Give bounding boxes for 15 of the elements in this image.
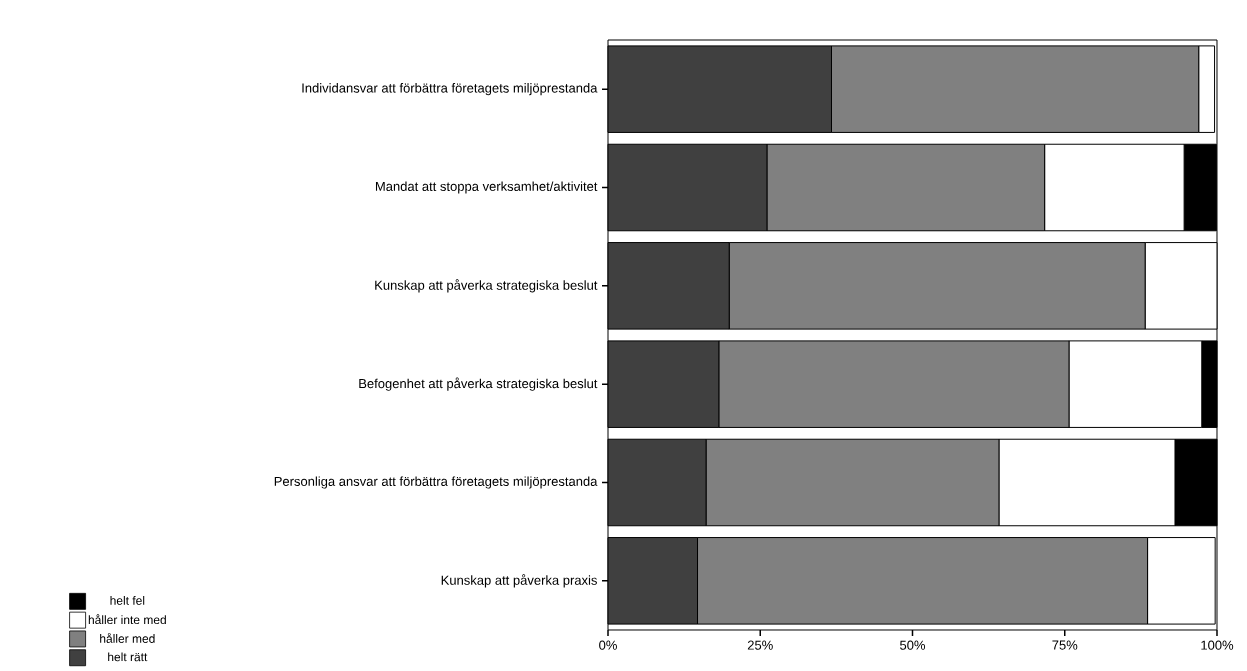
x-tick-label: 25% <box>747 640 773 650</box>
x-tick-label: 100% <box>1201 640 1234 650</box>
legend-label: helt fel <box>110 596 145 605</box>
legend-label: håller med <box>100 633 155 643</box>
legend-label: håller inte med <box>88 614 166 625</box>
y-tick-label: Individansvar att förbättra företagets miljöprestanda <box>302 83 598 96</box>
legend-label: helt rätt <box>108 652 148 662</box>
y-tick-label: Mandat att stoppa verksamhet/aktivitet <box>375 181 598 194</box>
x-tick-label: 0% <box>599 640 617 650</box>
y-tick-label: Personliga ansvar att förbättra företagets miljöprestanda <box>274 476 598 489</box>
y-tick-label: Kunskap att påverka strategiska beslut <box>375 279 598 293</box>
y-tick-label: Kunskap att påverka praxis <box>441 574 597 588</box>
x-tick-label: 50% <box>900 640 926 650</box>
x-tick-label: 75% <box>1052 640 1078 650</box>
y-tick-label: Befogenhet att påverka strategiska beslut <box>359 377 598 391</box>
